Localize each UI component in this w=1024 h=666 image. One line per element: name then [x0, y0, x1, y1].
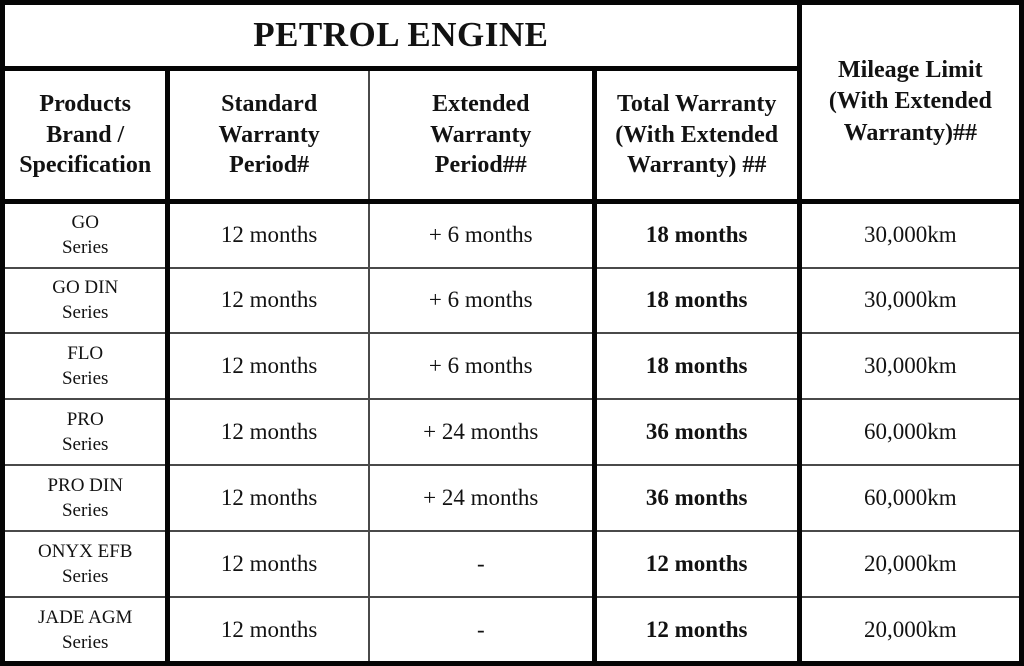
- brand-cell: FLO Series: [2, 333, 171, 401]
- standard-warranty-cell: 12 months: [167, 597, 370, 664]
- brand-name: JADE AGM: [37, 606, 133, 628]
- mileage-limit-cell: 30,000km: [799, 333, 1022, 401]
- brand-cell: GO DIN Series: [2, 267, 171, 335]
- extended-warranty-cell: + 24 months: [368, 399, 597, 467]
- title-row: PETROL ENGINE Mileage Limit (With Extend…: [2, 2, 1022, 205]
- total-warranty-cell: 18 months: [594, 333, 802, 401]
- table-row: PRO DIN Series 12 months + 24 months 36 …: [2, 465, 1022, 533]
- column-header-products-brand: Products Brand / Specification: [2, 68, 171, 205]
- column-header-total-warranty: Total Warranty (With Extended Warranty) …: [594, 68, 802, 205]
- brand-name: GO DIN: [52, 277, 119, 299]
- table-title: PETROL ENGINE: [2, 2, 802, 71]
- standard-warranty-cell: 12 months: [167, 531, 370, 599]
- extended-warranty-cell: + 24 months: [368, 465, 597, 533]
- total-warranty-cell: 18 months: [594, 201, 802, 269]
- series-label: Series: [61, 500, 109, 522]
- brand-name: ONYX EFB: [37, 541, 133, 563]
- brand-name: PRO DIN: [47, 475, 123, 497]
- brand-name: PRO: [66, 409, 104, 431]
- column-header-extended-warranty: Extended Warranty Period##: [368, 68, 597, 205]
- brand-cell: PRO DIN Series: [2, 465, 171, 533]
- total-warranty-cell: 18 months: [594, 267, 802, 335]
- mileage-limit-cell: 30,000km: [799, 201, 1022, 269]
- mileage-limit-cell: 20,000km: [799, 597, 1022, 664]
- column-header-mileage-limit: Mileage Limit (With Extended Warranty)##: [799, 2, 1022, 205]
- table-row: FLO Series 12 months + 6 months 18 month…: [2, 333, 1022, 401]
- standard-warranty-cell: 12 months: [167, 201, 370, 269]
- brand-name: FLO: [67, 343, 104, 365]
- column-header-row: Products Brand / Specification Standard …: [2, 68, 1022, 205]
- extended-warranty-cell: + 6 months: [368, 201, 597, 269]
- series-label: Series: [61, 368, 109, 390]
- standard-warranty-cell: 12 months: [167, 267, 370, 335]
- total-warranty-cell: 36 months: [594, 465, 802, 533]
- mileage-limit-cell: 20,000km: [799, 531, 1022, 599]
- total-warranty-cell: 12 months: [594, 531, 802, 599]
- extended-warranty-cell: -: [368, 531, 597, 599]
- table-row: GO DIN Series 12 months + 6 months 18 mo…: [2, 267, 1022, 335]
- extended-warranty-cell: + 6 months: [368, 267, 597, 335]
- series-label: Series: [61, 631, 109, 653]
- table-row: PRO Series 12 months + 24 months 36 mont…: [2, 399, 1022, 467]
- brand-cell: ONYX EFB Series: [2, 531, 171, 599]
- mileage-limit-cell: 30,000km: [799, 267, 1022, 335]
- table-row: GO Series 12 months + 6 months 18 months…: [2, 201, 1022, 269]
- table-row: JADE AGM Series 12 months - 12 months 20…: [2, 597, 1022, 664]
- series-label: Series: [61, 302, 109, 324]
- total-warranty-cell: 36 months: [594, 399, 802, 467]
- mileage-limit-cell: 60,000km: [799, 399, 1022, 467]
- table-row: ONYX EFB Series 12 months - 12 months 20…: [2, 531, 1022, 599]
- brand-cell: PRO Series: [2, 399, 171, 467]
- brand-name: GO: [71, 212, 99, 234]
- series-label: Series: [61, 566, 109, 588]
- brand-cell: GO Series: [2, 201, 171, 269]
- extended-warranty-cell: + 6 months: [368, 333, 597, 401]
- column-header-standard-warranty: Standard Warranty Period#: [167, 68, 370, 205]
- standard-warranty-cell: 12 months: [167, 465, 370, 533]
- standard-warranty-cell: 12 months: [167, 399, 370, 467]
- series-label: Series: [61, 434, 109, 456]
- brand-cell: JADE AGM Series: [2, 597, 171, 664]
- extended-warranty-cell: -: [368, 597, 597, 664]
- mileage-limit-cell: 60,000km: [799, 465, 1022, 533]
- standard-warranty-cell: 12 months: [167, 333, 370, 401]
- total-warranty-cell: 12 months: [594, 597, 802, 664]
- series-label: Series: [61, 237, 109, 259]
